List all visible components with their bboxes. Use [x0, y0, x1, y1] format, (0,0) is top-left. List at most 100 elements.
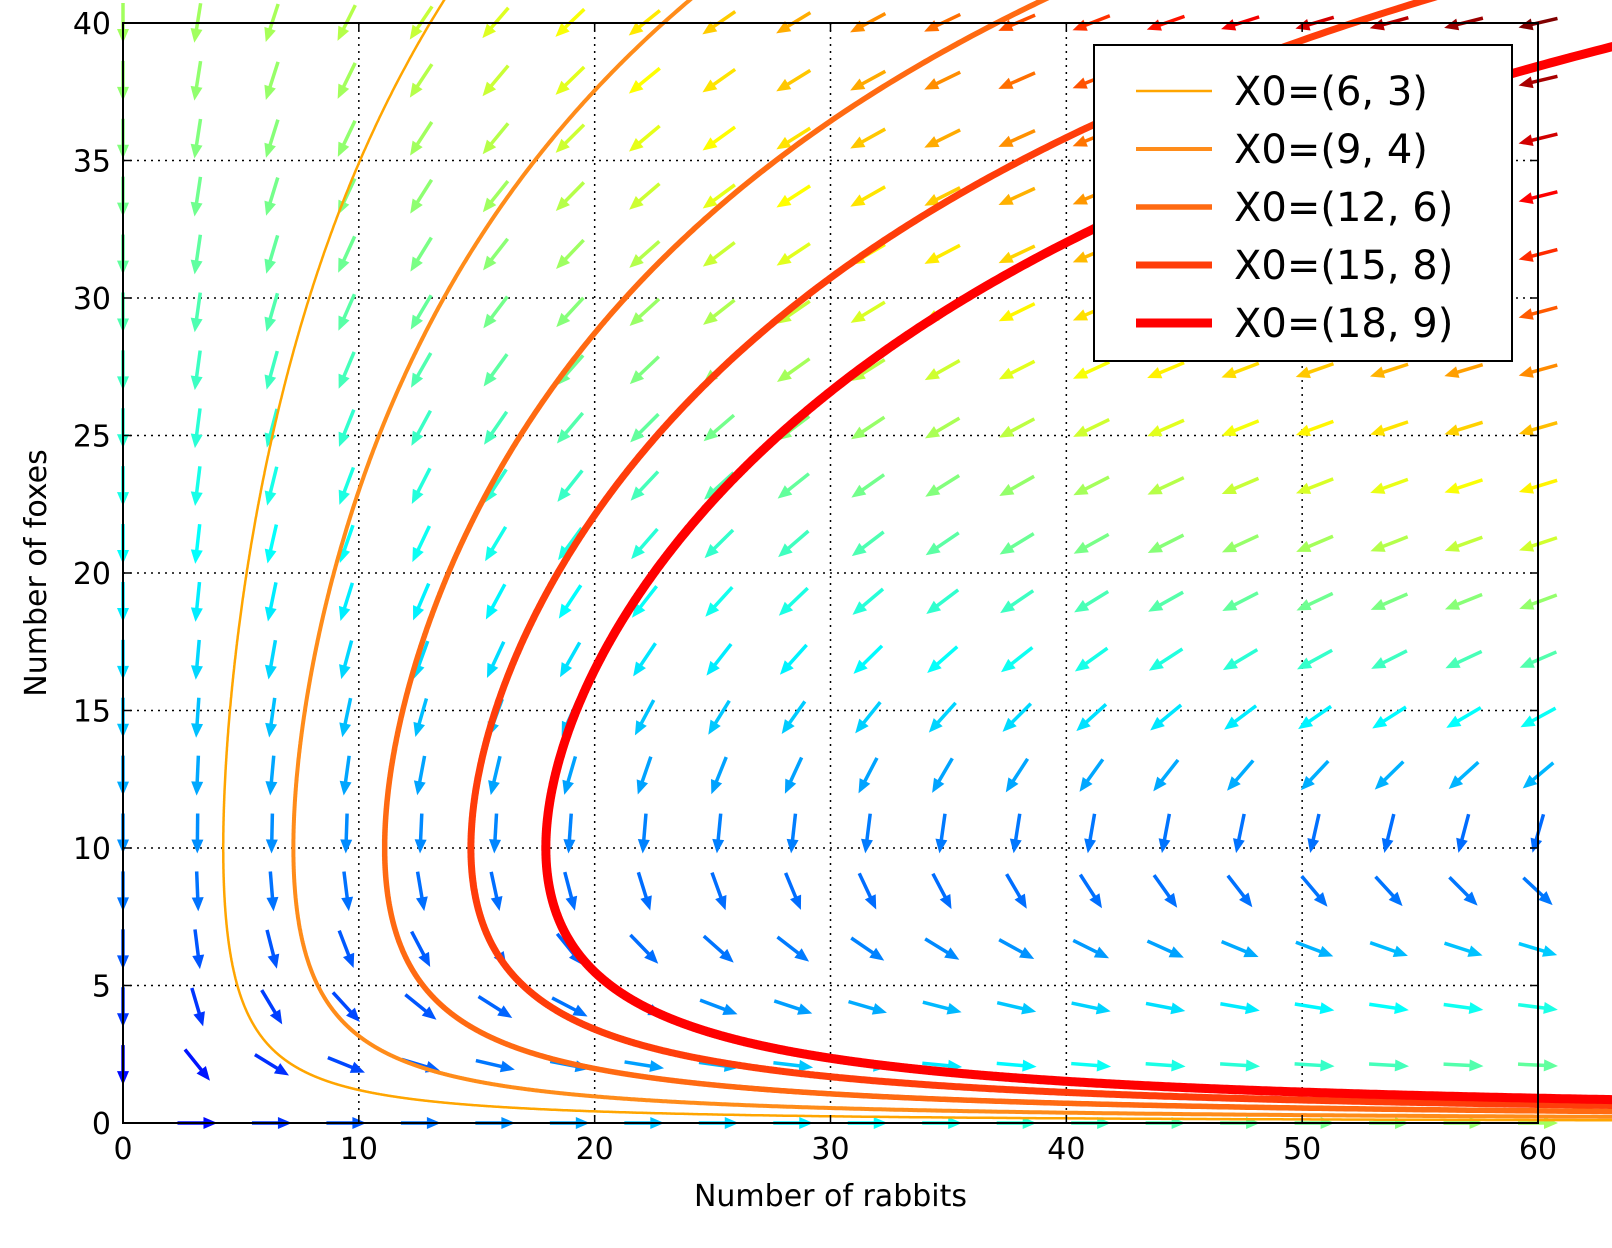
vector-arrow [482, 6, 510, 39]
vector-arrow [1005, 757, 1030, 793]
vector-arrow [1370, 362, 1409, 378]
vector-arrow [1522, 761, 1555, 789]
vector-arrow [1518, 247, 1558, 262]
vector-arrow [410, 294, 433, 330]
vector-arrow [628, 66, 661, 94]
vector-arrow [190, 234, 203, 275]
vector-arrow [1226, 874, 1253, 908]
vector-arrow [629, 933, 659, 964]
vector-arrow [848, 999, 887, 1015]
vector-arrow [851, 530, 885, 557]
vector-arrow [850, 127, 887, 149]
vector-arrow [190, 581, 203, 622]
vector-arrow [266, 871, 279, 912]
vector-arrow [1221, 15, 1260, 31]
vector-arrow [563, 871, 578, 911]
trajectory-line [541, 42, 1612, 1105]
vector-arrow [190, 118, 203, 159]
vector-arrow [264, 119, 280, 158]
vector-arrow [411, 409, 432, 446]
vector-arrow [190, 408, 203, 449]
vector-arrow [857, 872, 877, 910]
vector-arrow [922, 1000, 962, 1015]
vector-arrow [1296, 591, 1334, 611]
vector-arrow [1300, 759, 1330, 791]
vector-arrow [485, 526, 508, 562]
vector-arrow [636, 871, 652, 911]
vector-arrow [412, 525, 432, 563]
vector-arrow [556, 238, 585, 270]
vector-arrow [1295, 362, 1335, 379]
vector-arrow [265, 755, 278, 796]
vector-arrow [637, 813, 650, 854]
vector-arrow [928, 701, 957, 733]
vector-arrow [1369, 941, 1408, 957]
vector-arrow [1224, 704, 1258, 730]
vector-arrow [776, 11, 812, 34]
vector-arrow [629, 355, 661, 385]
vector-arrow [1296, 534, 1334, 552]
vector-arrow [264, 61, 280, 100]
vector-arrow [338, 582, 355, 622]
vector-arrow [1444, 420, 1484, 436]
vector-arrow [925, 531, 960, 556]
vector-arrow [999, 417, 1036, 438]
vector-arrow [1372, 705, 1407, 729]
vector-arrow [483, 353, 509, 387]
vector-arrow [190, 60, 203, 101]
x-tick-label: 30 [811, 1132, 849, 1167]
vector-arrow [1221, 419, 1260, 437]
vector-arrow [998, 359, 1036, 380]
vector-arrow [702, 241, 736, 267]
vector-arrow [1518, 305, 1558, 320]
vector-arrow [489, 813, 502, 854]
vector-arrow [1443, 1002, 1484, 1014]
vector-arrow [636, 756, 653, 795]
vector-arrow [779, 643, 808, 675]
vector-arrow [410, 178, 434, 214]
vector-arrow [1522, 876, 1553, 906]
vector-arrow [1147, 533, 1185, 554]
vector-arrow [404, 993, 437, 1020]
vector-arrow [924, 70, 961, 90]
vector-arrow [1079, 758, 1105, 792]
vector-arrow [1221, 361, 1260, 379]
vector-arrow [338, 293, 357, 331]
vector-arrow [706, 643, 733, 676]
vector-arrow [338, 351, 356, 389]
vector-arrow [702, 125, 737, 151]
vector-arrow [410, 352, 433, 388]
vector-arrow [783, 872, 802, 910]
vector-arrow [861, 813, 873, 854]
vector-arrow [1446, 706, 1482, 728]
vector-arrow [1073, 475, 1110, 496]
trajectory-line [467, 0, 1612, 1109]
vector-arrow [1000, 646, 1034, 673]
x-tick-label: 40 [1047, 1132, 1085, 1167]
vector-arrow [633, 642, 657, 677]
vector-arrow [337, 119, 357, 157]
vector-arrow [264, 292, 280, 332]
vector-arrow [555, 7, 586, 37]
vector-arrow [781, 700, 807, 735]
vector-arrow [1295, 419, 1334, 436]
y-tick-label: 30 [73, 282, 111, 317]
vector-arrow [1518, 16, 1558, 31]
vector-arrow [260, 989, 283, 1025]
vector-arrow [1000, 589, 1035, 614]
vector-arrow [413, 755, 427, 796]
vector-arrow [1295, 940, 1334, 958]
vector-arrow [1220, 1002, 1260, 1015]
vector-arrow [773, 999, 813, 1015]
vector-arrow [924, 128, 961, 148]
vector-arrow [1307, 813, 1321, 854]
vector-arrow [264, 582, 278, 622]
vector-arrow [477, 994, 513, 1018]
vector-arrow [1300, 875, 1328, 907]
vector-arrow [1444, 535, 1483, 552]
vector-arrow [264, 350, 279, 390]
vector-arrow [1146, 939, 1184, 958]
vector-arrow [710, 756, 728, 795]
vector-arrow [1445, 649, 1483, 669]
